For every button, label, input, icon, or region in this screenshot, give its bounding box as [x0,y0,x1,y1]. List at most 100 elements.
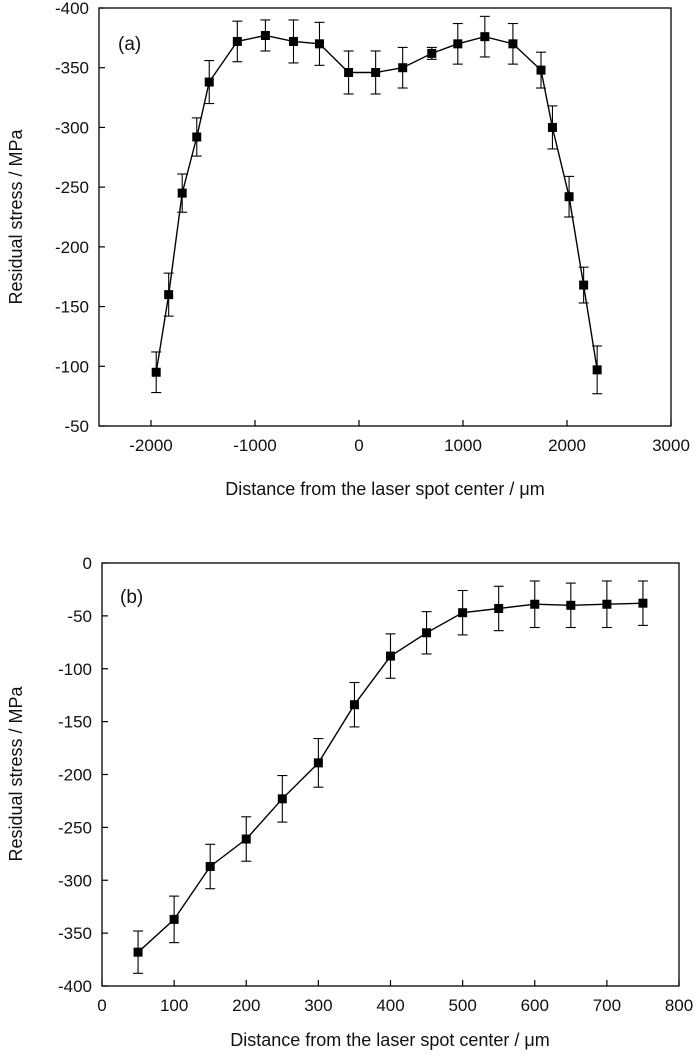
data-point-b [277,775,288,823]
axes-a: -2000 -1000 0 1000 2000 3000 -400 -350 -300 -250 -… [55,0,690,455]
y-tick-label-a: -150 [55,298,89,317]
x-tick-label-a: 2000 [548,436,586,455]
data-point-a [163,272,174,317]
data-point-a [343,50,354,95]
data-point-b [313,737,324,788]
x-axis-title-b: Distance from the laser spot center / μm [230,1030,550,1050]
square-marker [260,30,270,40]
y-tick-label-b: 0 [83,554,92,573]
x-tick-label-a: 3000 [652,436,690,455]
data-point-b [565,582,576,629]
data-point-a [191,117,202,157]
data-point-a [260,19,271,52]
data-point-a [547,105,558,150]
y-tick-label-b: -350 [58,924,92,943]
data-point-a [479,15,490,58]
y-tick-label-a: -400 [55,0,89,18]
data-point-a [564,175,575,218]
data-point-b [529,580,540,629]
axes-b: 0 100 200 300 400 500 600 700 800 0 -50 -100 -150 -20… [58,554,693,1015]
x-tick-label-b: 700 [593,996,621,1015]
x-axis-title-a: Distance from the laser spot center / μm [225,479,545,499]
square-marker [566,600,576,610]
x-tick-label-a: 0 [354,436,363,455]
square-marker [371,67,381,77]
data-point-b [169,895,180,944]
y-tick-label-b: -300 [58,871,92,890]
square-marker [602,599,612,609]
data-marks-b [133,580,648,974]
y-tick-label-a: -350 [55,59,89,78]
data-point-a [592,345,603,395]
x-tick-label-a: 1000 [444,436,482,455]
square-marker [288,36,298,46]
square-marker [579,280,589,290]
square-marker [277,794,287,804]
square-marker [314,39,324,49]
y-tick-label-b: -250 [58,818,92,837]
square-marker [530,599,540,609]
data-point-b [637,580,648,626]
y-tick-label-b: -150 [58,713,92,732]
data-point-b [601,580,612,629]
data-point-b [349,681,360,728]
square-marker [458,608,468,618]
x-tick-label-b: 500 [448,996,476,1015]
data-point-a [452,22,463,65]
square-marker [349,700,359,710]
data-point-a [204,59,215,105]
square-marker [547,122,557,132]
square-marker [592,365,602,375]
square-marker [313,758,323,768]
square-marker [177,188,187,198]
square-marker [164,290,174,300]
x-tick-label-b: 300 [304,996,332,1015]
data-point-a [426,46,437,60]
square-marker [453,39,463,49]
data-point-a [232,20,243,63]
square-marker [638,598,648,608]
square-marker [480,32,490,42]
y-tick-label-b: -50 [67,607,92,626]
data-marks-a [151,15,603,395]
y-tick-label-b: -400 [58,977,92,996]
y-tick-label-a: -100 [55,357,89,376]
x-tick-label-b: 600 [521,996,549,1015]
y-tick-label-a: -300 [55,118,89,137]
y-tick-label-a: -50 [64,417,89,436]
x-tick-label-b: 100 [160,996,188,1015]
square-marker [169,914,179,924]
square-marker [232,36,242,46]
plot-frame-b [101,562,680,987]
x-tick-label-b: 800 [665,996,693,1015]
data-point-b [457,589,468,636]
data-point-a [370,50,381,95]
square-marker [344,67,354,77]
x-tick-label-b: 200 [232,996,260,1015]
square-marker [564,192,574,202]
y-tick-label-b: -100 [58,660,92,679]
square-marker [204,77,214,87]
x-tick-label-a: -1000 [233,436,276,455]
data-point-b [421,611,432,655]
square-marker [422,628,432,638]
y-axis-title-a: Residual stress / MPa [6,128,26,304]
chart-panel-b: (b) Distance from the laser spot center … [6,554,693,1050]
square-marker [192,132,202,142]
data-point-a [397,46,408,89]
x-tick-label-b: 400 [376,996,404,1015]
data-point-a [288,19,299,64]
series-line-a [155,34,598,373]
square-marker [536,65,546,75]
square-marker [133,947,143,957]
data-point-b [493,585,504,632]
square-marker [205,862,215,872]
x-tick-label-b: 0 [97,996,106,1015]
square-marker [427,48,437,58]
x-tick-label-a: -2000 [129,436,172,455]
y-axis-title-b: Residual stress / MPa [6,685,26,861]
data-point-a [151,351,162,394]
y-tick-label-b: -200 [58,766,92,785]
data-point-a [507,22,518,65]
